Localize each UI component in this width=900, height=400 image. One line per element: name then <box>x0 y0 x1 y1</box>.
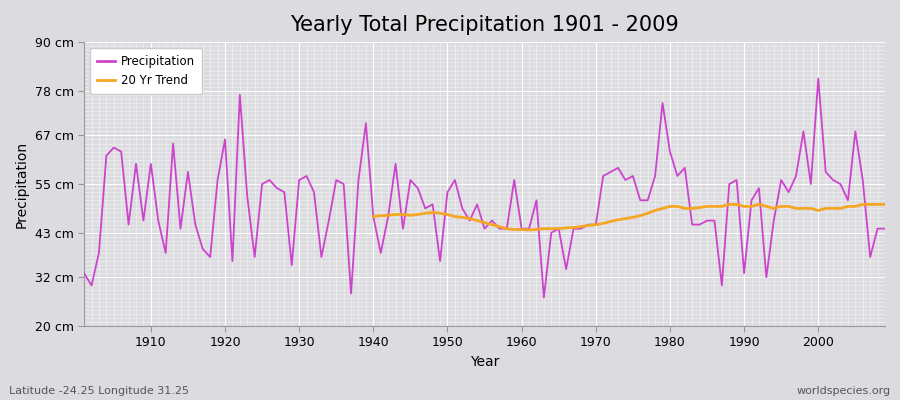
Title: Yearly Total Precipitation 1901 - 2009: Yearly Total Precipitation 1901 - 2009 <box>290 15 679 35</box>
Legend: Precipitation, 20 Yr Trend: Precipitation, 20 Yr Trend <box>90 48 202 94</box>
X-axis label: Year: Year <box>470 355 500 369</box>
Text: worldspecies.org: worldspecies.org <box>796 386 891 396</box>
Text: Latitude -24.25 Longitude 31.25: Latitude -24.25 Longitude 31.25 <box>9 386 189 396</box>
Y-axis label: Precipitation: Precipitation <box>15 140 29 228</box>
